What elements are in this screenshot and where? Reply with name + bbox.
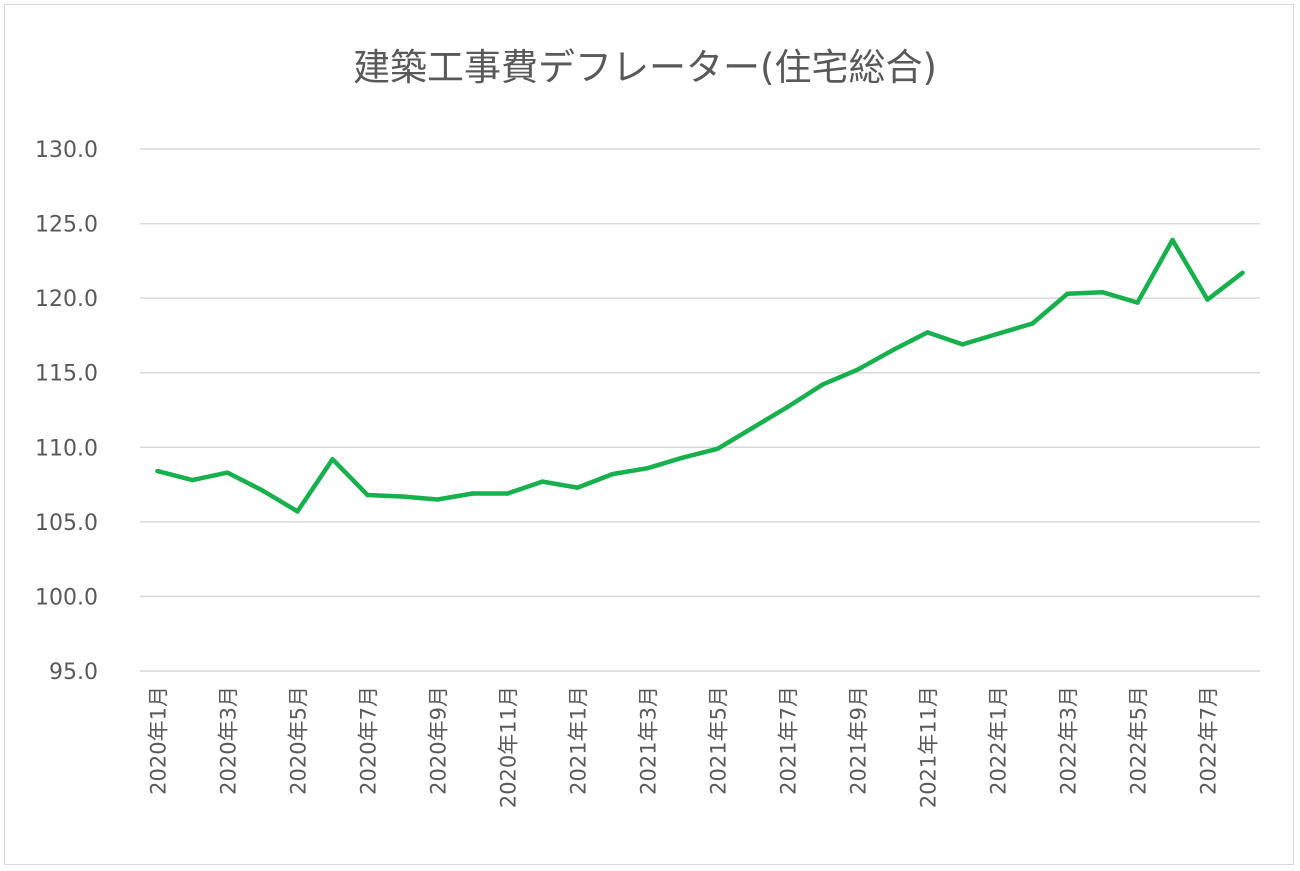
x-tick-label: 2021年11月 <box>917 686 941 808</box>
data-point <box>820 382 825 387</box>
data-point <box>1135 300 1140 305</box>
data-point <box>1100 289 1105 295</box>
data-point <box>1030 321 1035 326</box>
data-point <box>260 488 265 493</box>
data-point <box>890 348 895 353</box>
data-point <box>1065 291 1070 296</box>
data-point <box>960 342 965 347</box>
data-point <box>505 491 510 496</box>
data-point <box>435 497 440 502</box>
data-point <box>995 331 1000 337</box>
data-point <box>155 468 160 474</box>
x-tick-label: 2022年3月 <box>1057 686 1081 795</box>
x-tick-label: 2022年7月 <box>1197 686 1221 795</box>
x-tick-label: 2020年3月 <box>217 686 241 795</box>
chart-title: 建築工事費デフレーター(住宅総合) <box>353 46 937 89</box>
x-tick-label: 2022年1月 <box>987 686 1011 795</box>
x-tick-label: 2020年1月 <box>147 686 171 795</box>
x-tick-label: 2021年3月 <box>637 686 661 795</box>
x-tick-label: 2020年9月 <box>427 686 451 795</box>
data-point <box>680 455 685 460</box>
data-point <box>750 425 755 431</box>
y-axis-tick-labels: 130.0 125.0 120.0 115.0 110.0 105.0 100.0 95.0 <box>35 138 98 685</box>
data-point <box>190 477 195 483</box>
data-point <box>470 491 475 496</box>
series-line <box>155 237 1245 514</box>
data-point <box>785 404 790 410</box>
chart-frame <box>4 4 1294 865</box>
data-point <box>1205 297 1210 302</box>
data-point <box>645 465 650 471</box>
x-tick-label: 2020年11月 <box>497 686 521 808</box>
data-point <box>540 479 545 484</box>
data-point <box>610 471 615 477</box>
data-point <box>225 470 230 475</box>
data-point <box>400 494 405 499</box>
data-point <box>1170 237 1175 243</box>
y-tick-label: 110.0 <box>35 436 98 461</box>
data-point <box>575 485 580 490</box>
x-tick-label: 2021年7月 <box>777 686 801 795</box>
data-point <box>855 367 860 372</box>
x-tick-label: 2021年1月 <box>567 686 591 795</box>
x-axis-tick-labels: 2020年1月 2020年3月 2020年5月 2020年7月 2020年9月 2020年… <box>147 686 1221 808</box>
y-tick-label: 105.0 <box>35 511 98 536</box>
series-layer <box>155 237 1245 514</box>
y-tick-label: 130.0 <box>35 138 98 163</box>
y-tick-label: 115.0 <box>35 362 98 387</box>
x-tick-label: 2022年5月 <box>1127 686 1151 795</box>
data-point <box>365 492 370 498</box>
data-point <box>295 509 300 514</box>
y-tick-label: 120.0 <box>35 287 98 312</box>
y-tick-label: 125.0 <box>35 213 98 238</box>
x-tick-label: 2021年5月 <box>707 686 731 795</box>
y-tick-label: 95.0 <box>49 660 98 685</box>
gridlines <box>140 148 1260 672</box>
data-point <box>715 446 720 451</box>
data-point <box>925 330 930 335</box>
data-point <box>1240 270 1245 275</box>
y-tick-label: 100.0 <box>35 585 98 610</box>
x-tick-label: 2020年7月 <box>357 686 381 795</box>
data-point <box>330 457 335 462</box>
x-tick-label: 2021年9月 <box>847 686 871 795</box>
x-tick-label: 2020年5月 <box>287 686 311 795</box>
